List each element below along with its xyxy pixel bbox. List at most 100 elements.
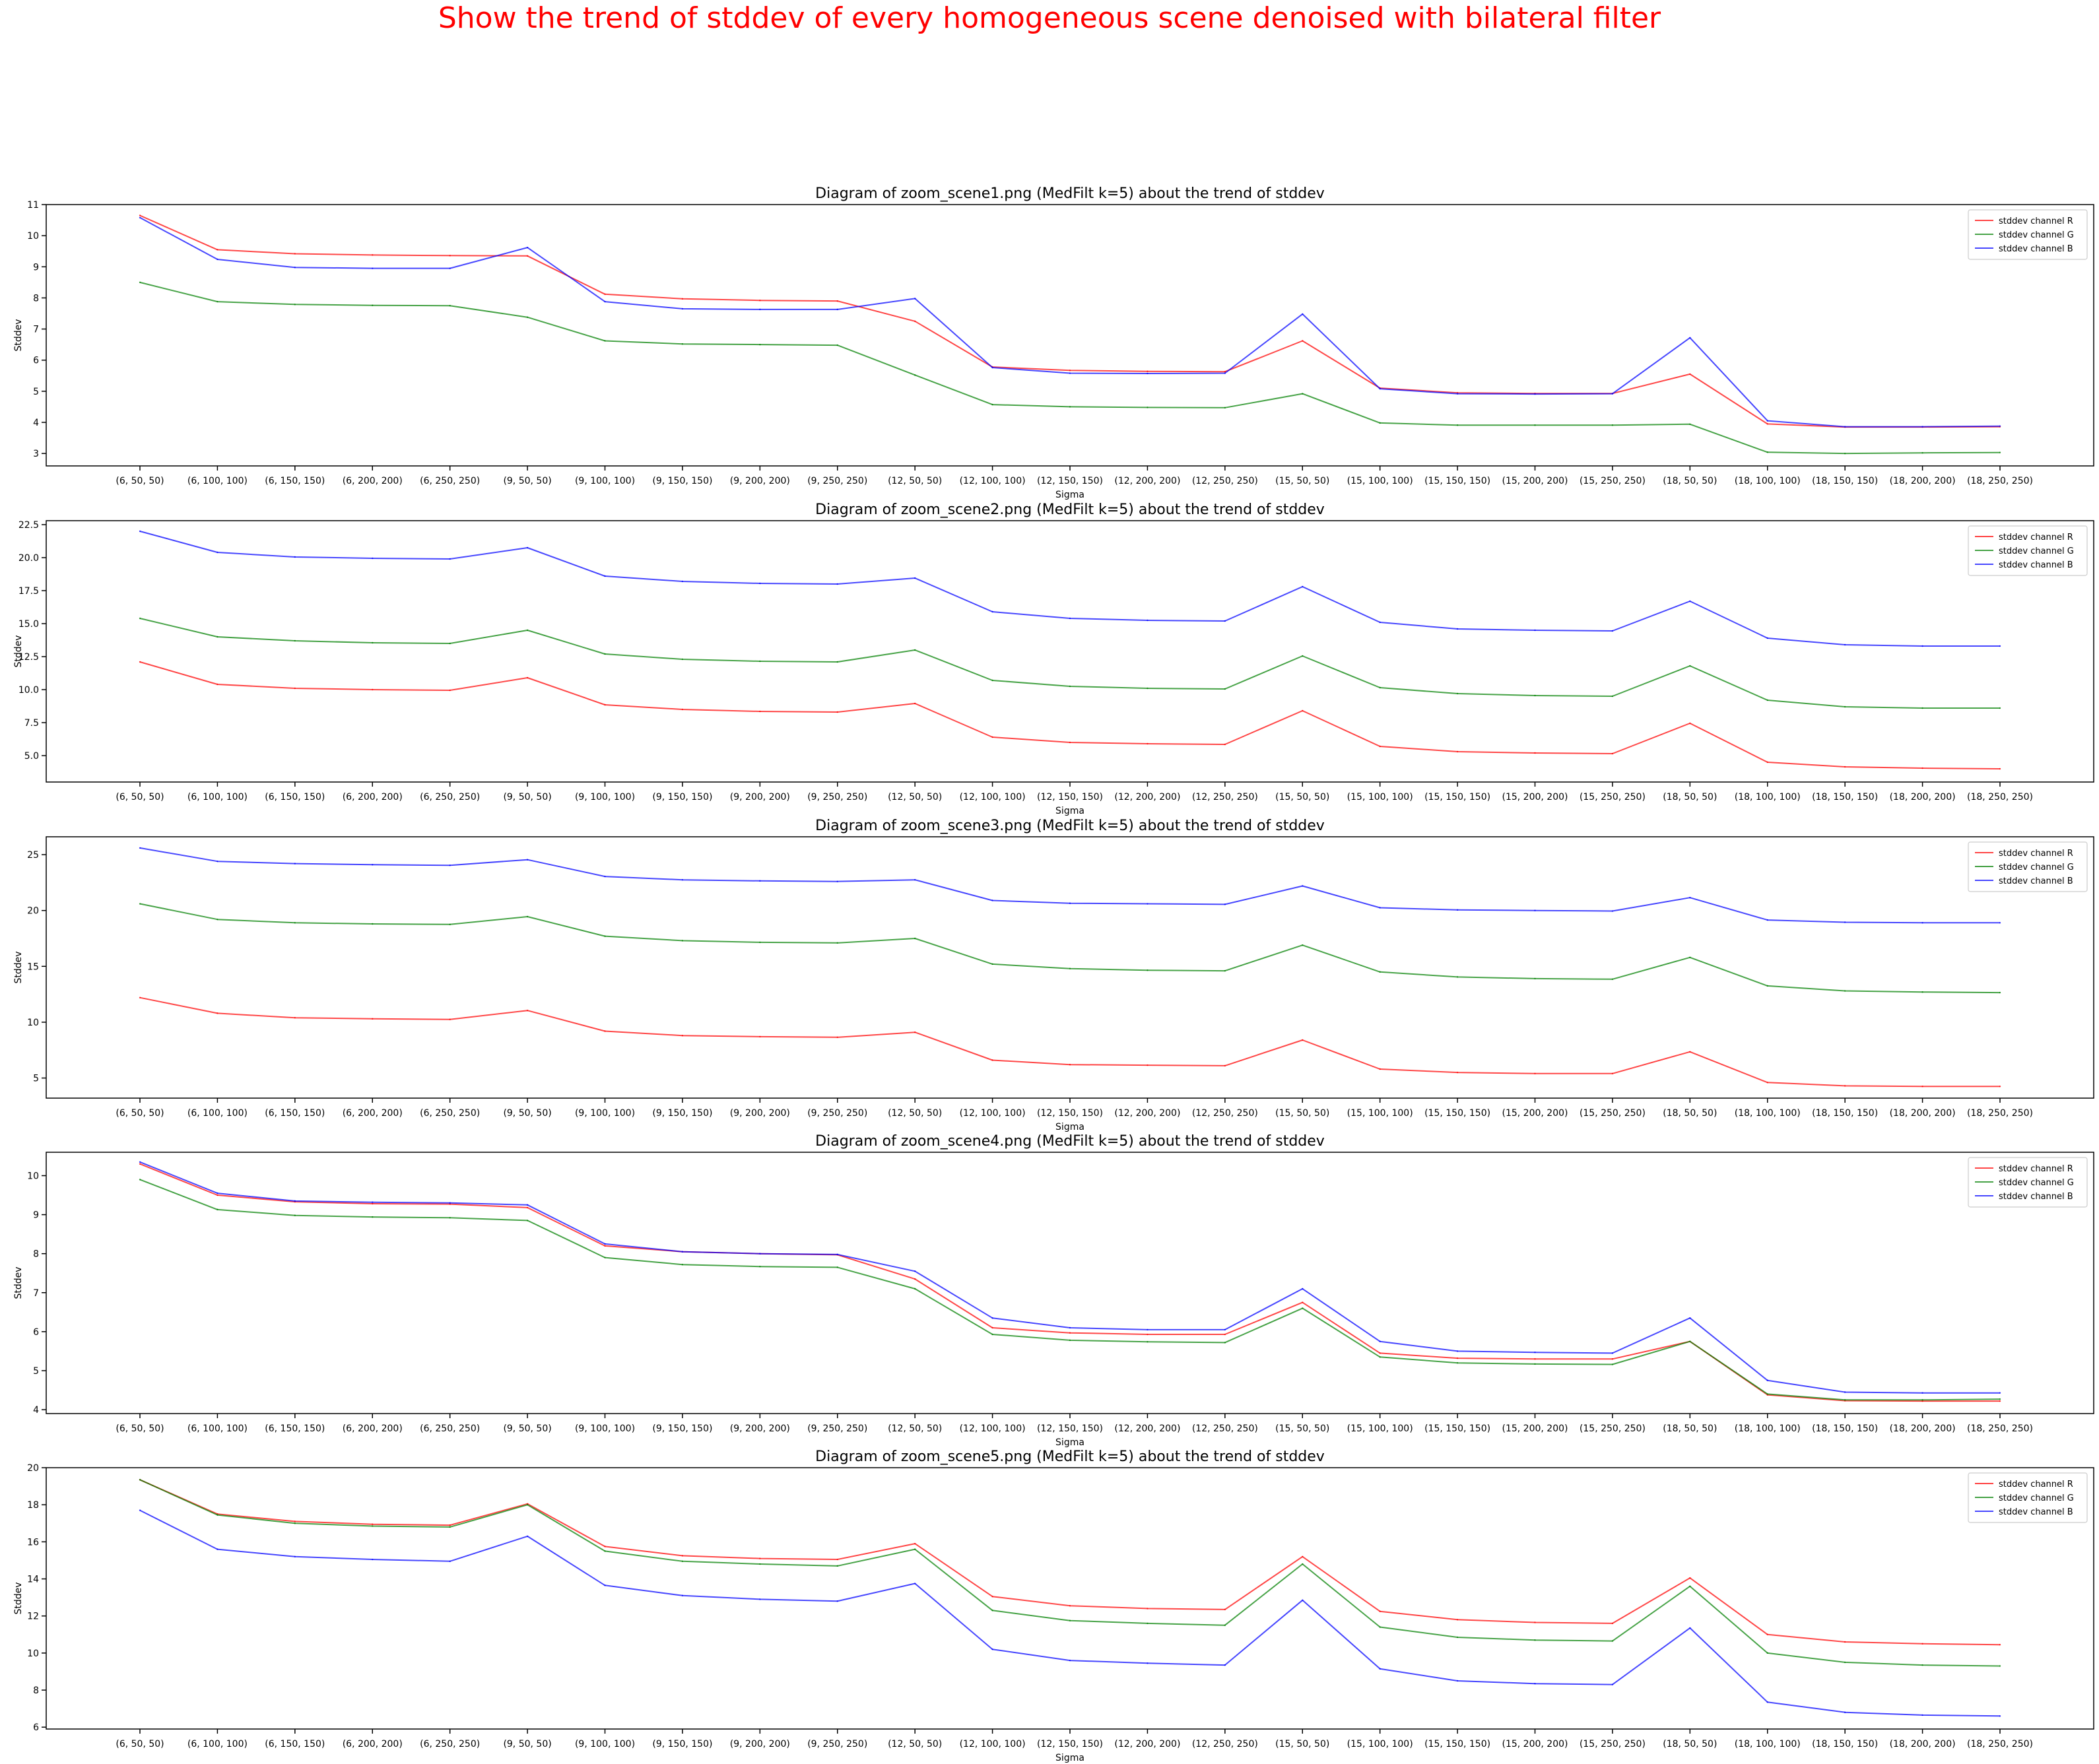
series-3-point <box>1611 630 1614 632</box>
series-2-point <box>914 1548 916 1550</box>
series-1-point <box>1534 1072 1536 1074</box>
x-axis-label: Sigma <box>1055 1753 1084 1763</box>
plot-frame <box>46 204 2094 467</box>
subplot-title: Diagram of zoom_scene1.png (MedFilt k=5)… <box>815 185 1325 202</box>
x-tick-label: (6, 250, 250) <box>420 1423 480 1434</box>
series-1-point <box>604 1546 606 1548</box>
series-1-point <box>914 702 916 705</box>
subplot-title: Diagram of zoom_scene2.png (MedFilt k=5)… <box>815 502 1325 518</box>
series-2-point <box>1456 692 1459 695</box>
x-tick-label: (15, 200, 200) <box>1502 1108 1568 1119</box>
subplot-title: Diagram of zoom_scene4.png (MedFilt k=5)… <box>815 1133 1325 1150</box>
series-1-point <box>1302 709 1304 712</box>
series-2-point <box>1224 407 1226 409</box>
series-2-point <box>836 1266 838 1268</box>
series-1-point <box>449 1018 451 1020</box>
y-tick-label: 17.5 <box>18 586 39 597</box>
x-tick-label: (18, 200, 200) <box>1890 1423 1956 1434</box>
series-3-point <box>1999 425 2001 427</box>
x-tick-label: (12, 200, 200) <box>1114 1739 1180 1749</box>
series-2-point <box>914 374 916 376</box>
x-tick-label: (18, 50, 50) <box>1663 792 1717 802</box>
series-1-point <box>526 1009 529 1012</box>
series-2-point <box>914 1288 916 1290</box>
series-1-point <box>1302 340 1304 342</box>
series-3-point <box>1147 1328 1149 1331</box>
series-1-point <box>449 689 451 692</box>
x-tick-label: (15, 150, 150) <box>1424 1739 1490 1749</box>
series-2-point <box>1534 977 1536 980</box>
series-line-3 <box>139 216 2001 428</box>
x-tick-label: (12, 150, 150) <box>1037 1739 1103 1749</box>
x-tick-label: (18, 50, 50) <box>1663 1423 1717 1434</box>
series-2-point <box>604 340 606 342</box>
x-tick-label: (18, 150, 150) <box>1812 476 1878 486</box>
series-1-point <box>991 1595 993 1598</box>
series-3-point <box>1611 910 1614 912</box>
x-tick-label: (9, 200, 200) <box>730 1739 790 1749</box>
series-2-point <box>139 1479 141 1481</box>
y-tick-label: 20.0 <box>18 553 39 564</box>
series-1-point <box>372 1523 374 1525</box>
series-2-point <box>1766 1652 1768 1654</box>
series-1-point <box>836 1558 838 1561</box>
series-3-point <box>914 577 916 579</box>
x-tick-label: (9, 50, 50) <box>503 1108 551 1119</box>
x-tick-label: (18, 100, 100) <box>1735 1108 1801 1119</box>
series-line-2 <box>139 1479 2001 1667</box>
y-tick-label: 10 <box>27 1649 39 1659</box>
x-tick-label: (15, 150, 150) <box>1424 792 1490 802</box>
series-3-point <box>1069 1659 1071 1662</box>
x-tick-label: (9, 100, 100) <box>575 792 635 802</box>
x-tick-label: (9, 200, 200) <box>730 476 790 486</box>
subplot-4: Diagram of zoom_scene4.png (MedFilt k=5)… <box>13 1133 2094 1448</box>
y-tick-label: 8 <box>33 1685 39 1696</box>
y-tick-label: 18 <box>27 1500 39 1511</box>
series-2-point <box>372 304 374 306</box>
series-2-point <box>449 305 451 307</box>
x-tick-label: (15, 100, 100) <box>1347 476 1413 486</box>
x-tick-label: (12, 50, 50) <box>888 792 942 802</box>
series-line-2 <box>139 903 2001 994</box>
x-tick-label: (18, 150, 150) <box>1812 1108 1878 1119</box>
series-2-point <box>604 935 606 937</box>
plot-frame <box>46 520 2094 783</box>
x-tick-label: (6, 250, 250) <box>420 1108 480 1119</box>
series-2-point <box>836 344 838 346</box>
x-tick-label: (18, 100, 100) <box>1735 1739 1801 1749</box>
series-3-point <box>991 610 993 613</box>
series-2-point <box>1224 1624 1226 1626</box>
series-3-point <box>1689 337 1691 339</box>
series-3-point <box>1224 903 1226 905</box>
series-1-point <box>1456 750 1459 753</box>
series-2-point <box>836 661 838 663</box>
series-1-point <box>914 320 916 322</box>
series-1-point <box>372 254 374 256</box>
x-tick-label: (9, 200, 200) <box>730 1108 790 1119</box>
series-2-point <box>1689 665 1691 667</box>
series-1-point <box>1844 1085 1846 1087</box>
legend: stddev channel R stddev channel G stddev c… <box>1968 1472 2088 1523</box>
series-1-point <box>1224 743 1226 746</box>
series-2-point <box>1456 1361 1459 1364</box>
series-1-point <box>604 293 606 295</box>
y-tick-label: 20 <box>27 906 39 917</box>
series-2-point <box>1689 1340 1691 1342</box>
series-3-point <box>836 880 838 882</box>
series-line-2 <box>139 618 2000 709</box>
series-3-point <box>1302 885 1304 887</box>
series-1-point <box>759 710 761 713</box>
series-2-point <box>604 1257 606 1258</box>
x-tick-label: (15, 150, 150) <box>1424 476 1490 486</box>
legend-label-1: stddev channel R <box>1999 533 2073 542</box>
x-tick-label: (12, 50, 50) <box>888 1423 942 1434</box>
series-3-point <box>604 1243 606 1245</box>
series-2-point <box>1689 1585 1691 1587</box>
x-tick-label: (18, 250, 250) <box>1967 476 2033 486</box>
series-1-point <box>1147 1333 1149 1336</box>
series-3-point <box>1689 1317 1691 1319</box>
series-3-point <box>1766 420 1768 422</box>
series-2-point <box>1611 424 1614 426</box>
series-1-point <box>1302 1301 1304 1303</box>
